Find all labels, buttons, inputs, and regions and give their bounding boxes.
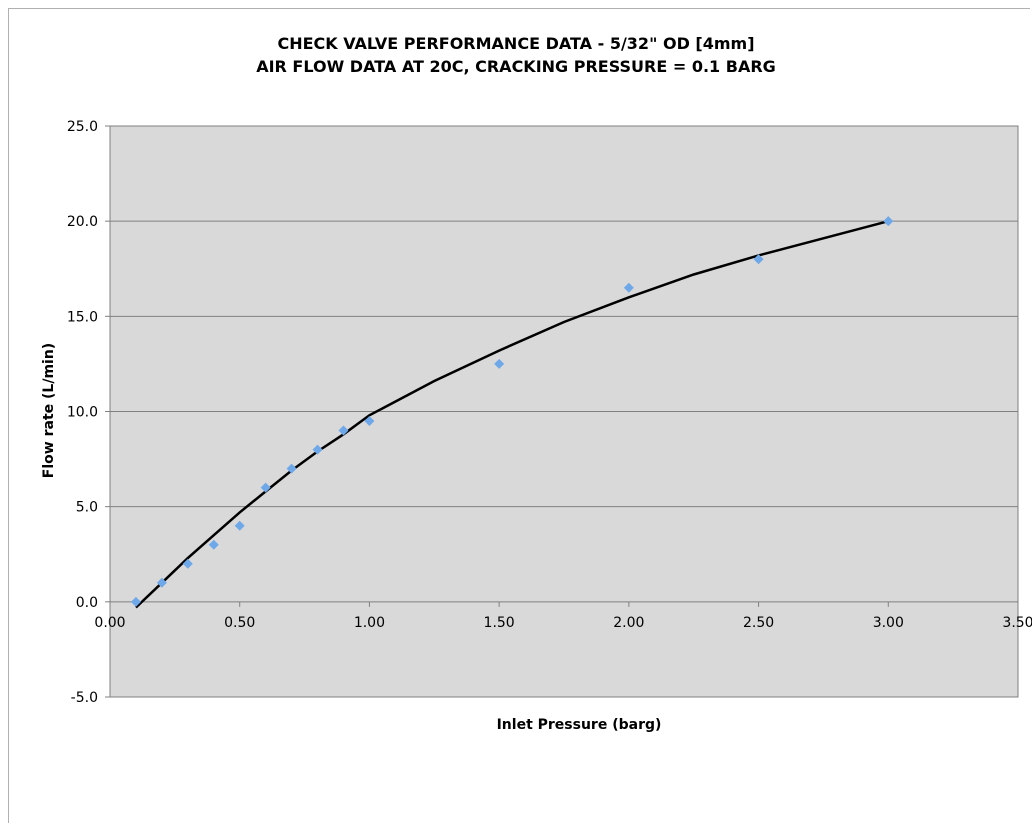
data-point [364, 416, 375, 427]
chart-subtitle: AIR FLOW DATA AT 20C, CRACKING PRESSURE … [256, 57, 776, 76]
x-tick-label: 0.00 [94, 615, 125, 631]
y-tick-label: 10.0 [67, 405, 98, 421]
data-point [182, 558, 193, 569]
data-point [234, 520, 245, 531]
trendline [135, 219, 889, 609]
y-tick-label: 15.0 [67, 309, 98, 325]
y-tick-label: -5.0 [71, 690, 98, 706]
x-axis-label: Inlet Pressure (barg) [497, 717, 662, 733]
y-tick-label: 5.0 [76, 500, 98, 516]
data-point [208, 539, 219, 550]
x-tick-label: 2.00 [613, 615, 644, 631]
y-axis-label: Flow rate (L/min) [41, 343, 57, 478]
data-point [312, 444, 323, 455]
data-point [494, 358, 505, 369]
y-tick-label: 20.0 [67, 214, 98, 230]
x-tick-label: 3.00 [873, 615, 904, 631]
x-tick-label: 0.50 [224, 615, 255, 631]
data-point [156, 577, 167, 588]
data-point [286, 463, 297, 474]
data-point [883, 216, 894, 227]
x-tick-label: 1.00 [354, 615, 385, 631]
data-point [753, 254, 764, 265]
y-tick-label: 25.0 [67, 119, 98, 135]
data-point [338, 425, 349, 436]
data-point [260, 482, 271, 493]
x-tick-label: 3.50 [1002, 615, 1032, 631]
data-point [130, 596, 141, 607]
x-tick-label: 2.50 [743, 615, 774, 631]
data-point [623, 282, 634, 293]
x-tick-label: 1.50 [484, 615, 515, 631]
y-tick-label: 0.0 [76, 595, 98, 611]
chart-title: CHECK VALVE PERFORMANCE DATA - 5/32" OD … [277, 34, 755, 53]
chart-frame [8, 8, 1030, 823]
